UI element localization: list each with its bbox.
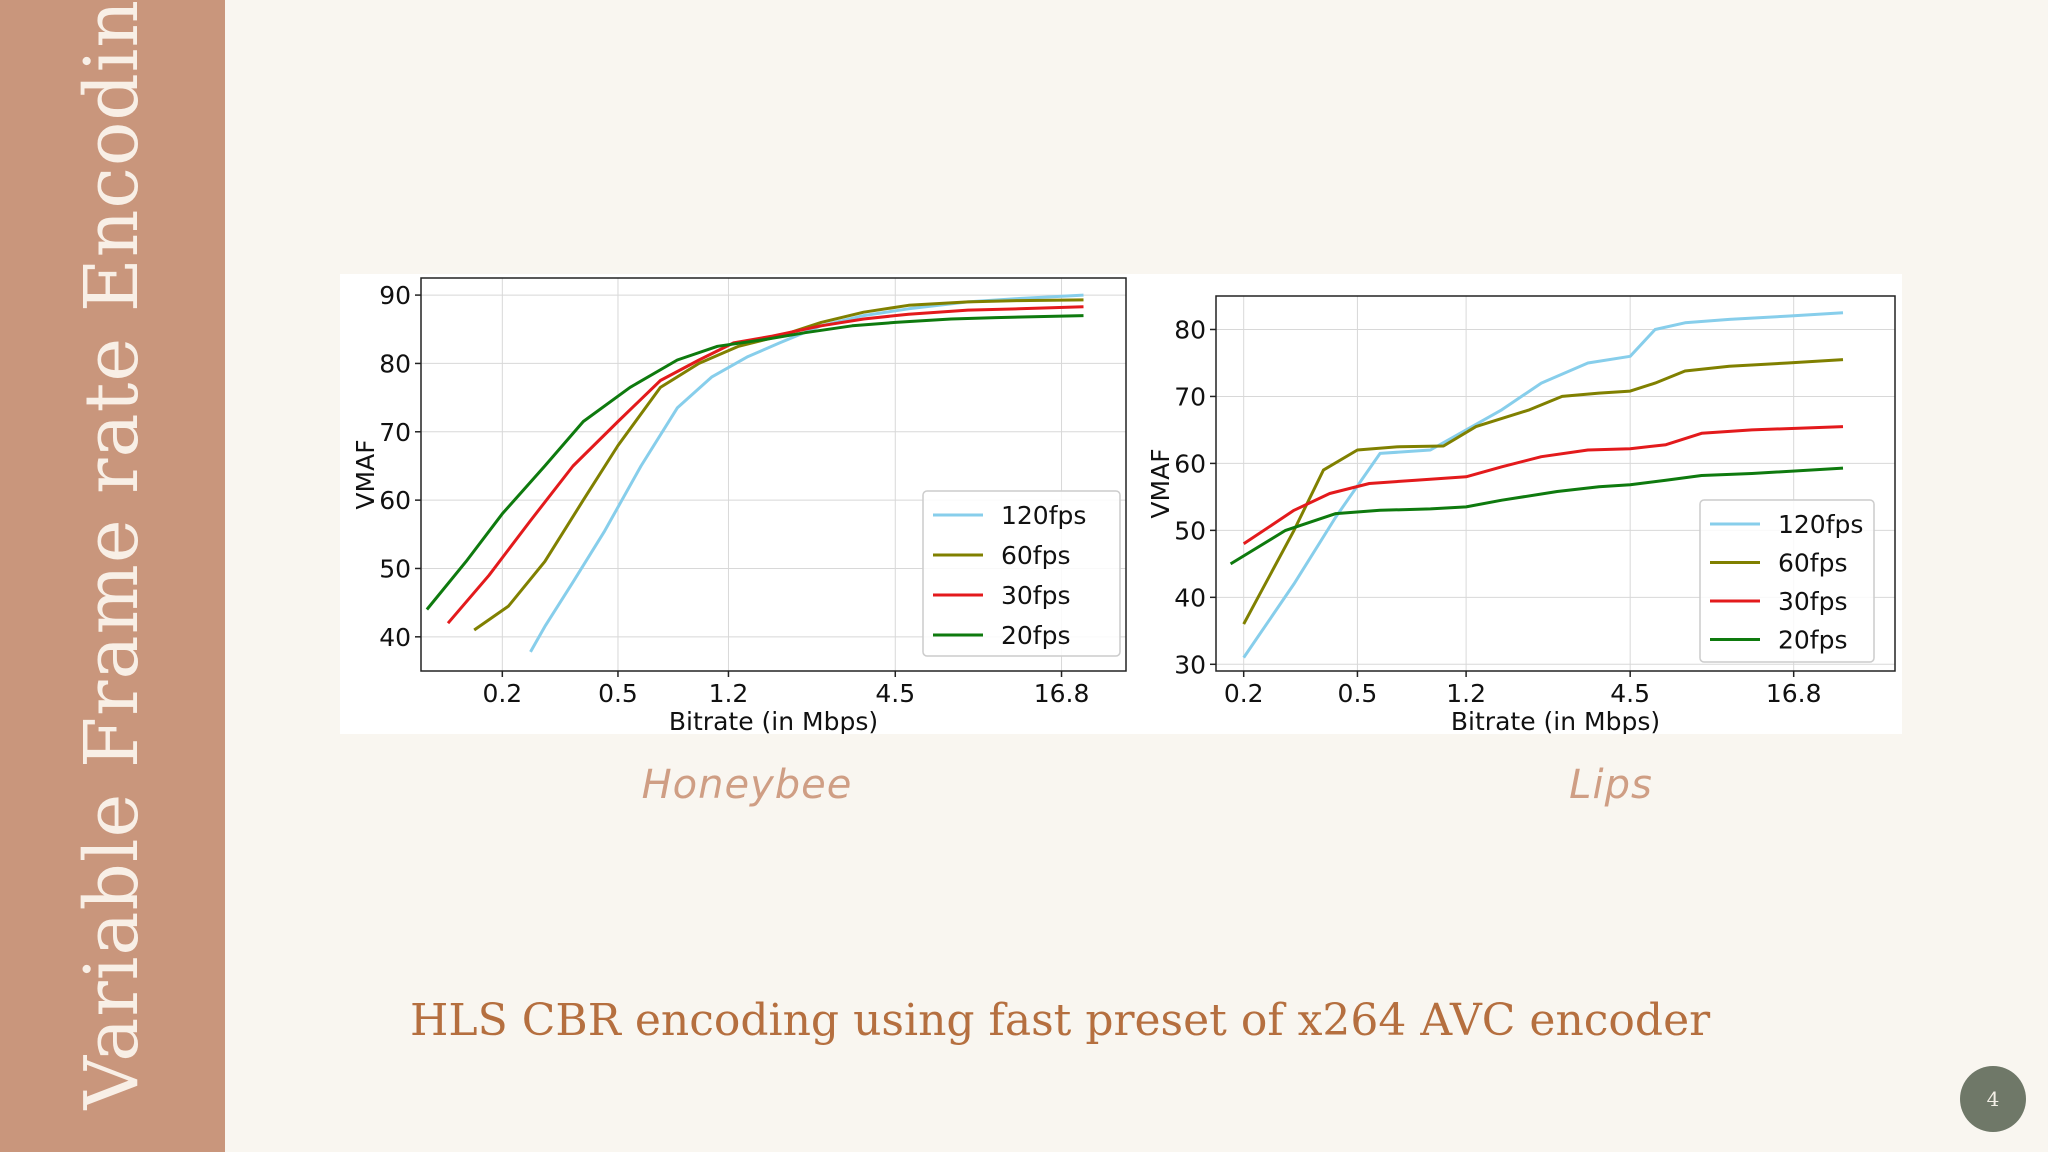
plot-frame: [1215, 295, 1896, 672]
legend-label-60fps: 60fps: [1001, 541, 1071, 570]
y-tick-label: 40: [379, 623, 411, 652]
chart-lips: 0.2 0.5 1.2 4.5 16.8 30 40 50 60 70 80 Bitrate (in …: [1146, 295, 1896, 734]
legend-box: [922, 490, 1121, 657]
x-tick-label: 1.2: [1446, 679, 1486, 708]
series-line-30fps: [1242, 425, 1844, 546]
x-tick-label: 1.2: [709, 679, 749, 708]
x-tick-label: 0.5: [1338, 679, 1378, 708]
chart-caption-honeybee: Honeybee: [641, 762, 853, 808]
legend-label-120fps: 120fps: [1001, 501, 1086, 530]
y-tick-label: 60: [1174, 449, 1206, 478]
sidebar-title: Variable Frame rate Encoding: [69, 0, 155, 1110]
y-tick-label: 80: [1174, 315, 1206, 344]
x-tick-label: 0.2: [1224, 679, 1264, 708]
x-tick-label: 16.8: [1034, 679, 1090, 708]
legend-label-60fps: 60fps: [1778, 549, 1848, 578]
series-line-60fps: [473, 298, 1084, 632]
x-tick-label: 0.2: [482, 679, 522, 708]
y-tick-label: 70: [1174, 382, 1206, 411]
legend-label-20fps: 20fps: [1778, 626, 1848, 655]
y-tick-label: 40: [1174, 583, 1206, 612]
legend-label-120fps: 120fps: [1778, 510, 1863, 539]
y-tick-label: 80: [379, 349, 411, 378]
plot-frame: [420, 277, 1127, 672]
series-line-60fps: [1242, 358, 1844, 625]
x-tick-label: 0.5: [598, 679, 638, 708]
legend-label-20fps: 20fps: [1001, 621, 1071, 650]
x-axis-label: Bitrate (in Mbps): [1451, 707, 1660, 734]
series-line-20fps: [425, 314, 1084, 611]
x-axis-label: Bitrate (in Mbps): [669, 707, 878, 734]
legend-label-30fps: 30fps: [1001, 581, 1071, 610]
y-tick-label: 30: [1174, 650, 1206, 679]
page-number-badge: 4: [1960, 1066, 2026, 1132]
y-tick-label: 50: [379, 554, 411, 583]
sidebar: Variable Frame rate Encoding: [0, 0, 225, 1152]
y-tick-label: 60: [379, 486, 411, 515]
series-line-20fps: [1229, 466, 1844, 566]
page-number: 4: [1986, 1087, 2000, 1111]
legend-box: [1699, 499, 1875, 663]
series-line-120fps: [1242, 311, 1844, 659]
slide-subtitle: HLS CBR encoding using fast preset of x2…: [410, 995, 1711, 1046]
chart-honeybee: 0.2 0.5 1.2 4.5 16.8 40 50 60 70 80 90 Bitrate (in …: [351, 277, 1127, 734]
y-axis-label: VMAF: [351, 439, 380, 509]
chart-panel-honeybee: 0.2 0.5 1.2 4.5 16.8 40 50 60 70 80 90 Bitrate (in …: [340, 274, 1130, 734]
y-axis-label: VMAF: [1146, 448, 1175, 518]
y-tick-label: 90: [379, 281, 411, 310]
legend-label-30fps: 30fps: [1778, 587, 1848, 616]
x-tick-label: 4.5: [875, 679, 915, 708]
y-tick-label: 70: [379, 418, 411, 447]
y-tick-label: 50: [1174, 516, 1206, 545]
chart-caption-lips: Lips: [1569, 762, 1653, 808]
x-tick-label: 4.5: [1610, 679, 1650, 708]
chart-panel-lips: 0.2 0.5 1.2 4.5 16.8 30 40 50 60 70 80 Bitrate (in …: [1130, 274, 1902, 734]
x-tick-label: 16.8: [1766, 679, 1822, 708]
